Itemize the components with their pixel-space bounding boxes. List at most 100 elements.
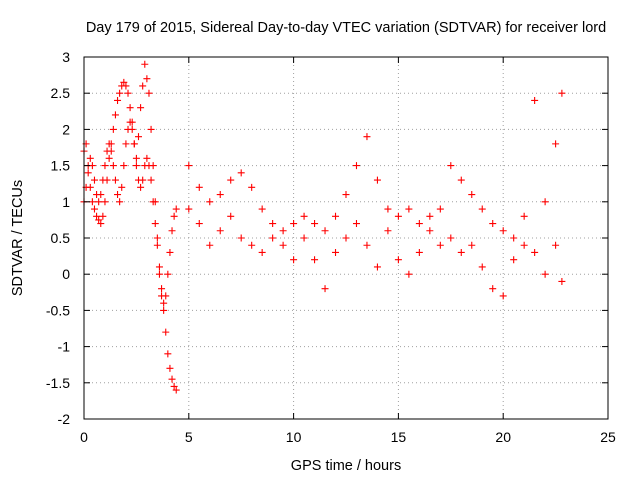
data-point <box>489 220 497 228</box>
data-point <box>111 176 119 184</box>
y-tick-label: 1 <box>62 194 70 210</box>
data-point <box>84 169 92 177</box>
data-point <box>114 191 122 199</box>
x-tick-label: 0 <box>80 429 88 445</box>
data-point <box>90 205 98 213</box>
data-point <box>541 270 549 278</box>
series-track-d <box>185 205 566 300</box>
data-point <box>86 154 94 162</box>
y-tick-label: 0.5 <box>51 230 71 246</box>
y-tick-label: 0 <box>62 266 70 282</box>
data-point <box>137 104 145 112</box>
data-point <box>97 191 105 199</box>
data-point <box>552 241 560 249</box>
data-point <box>99 176 107 184</box>
y-tick-label: 2 <box>62 121 70 137</box>
data-point <box>101 198 109 206</box>
series-track-c <box>185 89 566 242</box>
y-tick-label: -0.5 <box>46 302 70 318</box>
data-point <box>468 241 476 249</box>
y-axis-label: SDTVAR / TECUs <box>10 180 26 296</box>
data-point <box>139 82 147 90</box>
data-point <box>520 212 528 220</box>
data-point <box>124 89 132 97</box>
data-point <box>311 220 319 228</box>
data-point <box>162 328 170 336</box>
data-point <box>558 89 566 97</box>
data-point <box>143 75 151 83</box>
data-point <box>195 220 203 228</box>
y-tick-label: 1.5 <box>51 158 71 174</box>
data-point <box>373 176 381 184</box>
data-point <box>489 285 497 293</box>
data-point <box>172 386 180 394</box>
data-point <box>166 248 174 256</box>
x-tick-label: 10 <box>286 429 302 445</box>
data-point <box>269 220 277 228</box>
data-point <box>321 285 329 293</box>
data-point <box>342 191 350 199</box>
data-point <box>95 216 103 224</box>
data-point <box>97 220 105 228</box>
series-track-a <box>80 60 180 307</box>
data-point <box>426 212 434 220</box>
data-point <box>363 133 371 141</box>
data-point <box>105 154 113 162</box>
data-point <box>132 162 140 170</box>
data-point <box>300 212 308 220</box>
data-point <box>394 256 402 264</box>
data-point <box>155 263 163 271</box>
data-point <box>107 147 115 155</box>
data-point <box>290 220 298 228</box>
x-tick-label: 20 <box>495 429 511 445</box>
data-point <box>332 212 340 220</box>
data-point <box>153 234 161 242</box>
data-point <box>510 234 518 242</box>
data-point <box>531 96 539 104</box>
data-point <box>185 162 193 170</box>
data-point <box>279 227 287 235</box>
data-point <box>139 176 147 184</box>
data-point <box>405 205 413 213</box>
data-point <box>290 256 298 264</box>
data-point <box>373 263 381 271</box>
data-point <box>130 140 138 148</box>
data-point <box>258 248 266 256</box>
data-series <box>80 60 566 394</box>
data-point <box>300 234 308 242</box>
data-point <box>158 285 166 293</box>
data-point <box>206 241 214 249</box>
data-point <box>394 212 402 220</box>
data-point <box>499 227 507 235</box>
data-point <box>384 227 392 235</box>
data-point <box>552 140 560 148</box>
data-point <box>237 234 245 242</box>
data-point <box>116 89 124 97</box>
data-point <box>499 292 507 300</box>
data-point <box>126 104 134 112</box>
data-point <box>114 96 122 104</box>
data-point <box>510 256 518 264</box>
data-point <box>141 60 149 68</box>
x-tick-label: 5 <box>185 429 193 445</box>
data-point <box>111 111 119 119</box>
data-point <box>137 183 145 191</box>
data-point <box>384 205 392 213</box>
data-point <box>95 198 103 206</box>
data-point <box>352 220 360 228</box>
data-point <box>170 212 178 220</box>
data-point <box>415 220 423 228</box>
data-point <box>248 241 256 249</box>
data-point <box>468 191 476 199</box>
data-point <box>132 154 140 162</box>
data-point <box>237 169 245 177</box>
data-point <box>147 176 155 184</box>
x-tick-label: 25 <box>600 429 616 445</box>
data-point <box>90 176 98 184</box>
data-point <box>170 382 178 390</box>
data-point <box>153 241 161 249</box>
data-point <box>101 162 109 170</box>
data-point <box>118 183 126 191</box>
data-point <box>168 375 176 383</box>
